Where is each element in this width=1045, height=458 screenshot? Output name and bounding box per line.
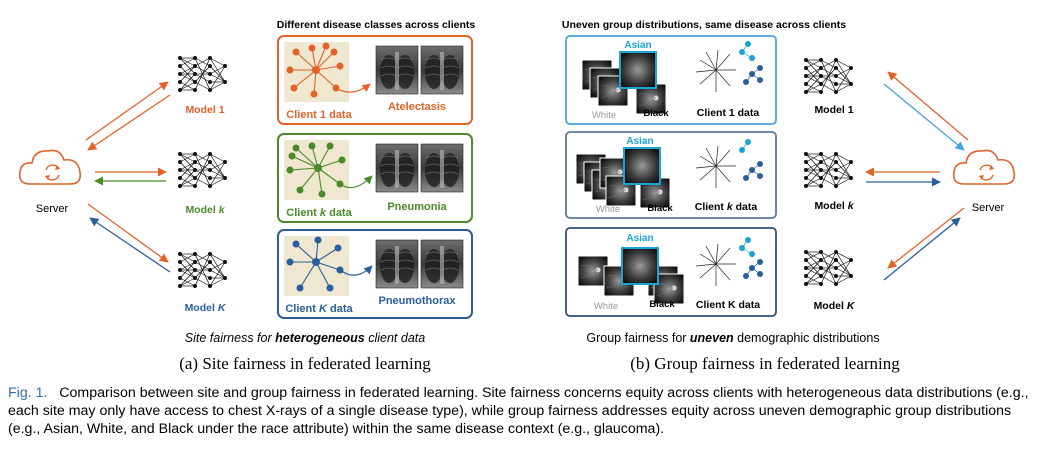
client-box: Asian White Black Client 1 data <box>565 35 777 125</box>
client-box: Client k data Pneumonia <box>277 133 473 223</box>
fundus-image <box>577 247 685 305</box>
client-box: Asian White Black Client k data <box>565 131 777 219</box>
client-data-label: Client K data <box>696 299 760 311</box>
model-label: Model 1 <box>185 104 224 116</box>
right-server-label: Server <box>972 202 1005 214</box>
neural-network-icon <box>177 151 228 189</box>
disease-label: Pneumothorax <box>378 295 456 307</box>
disease-label: Pneumonia <box>387 201 447 213</box>
star-cluster-icon <box>695 237 763 286</box>
left-subtitle: Site fairness for heterogeneous client d… <box>185 331 425 345</box>
fundus-image <box>575 147 671 209</box>
client-data-label: Client 1 data <box>286 109 352 121</box>
fundus-image <box>581 51 667 115</box>
cluster-icon <box>286 236 344 292</box>
xray-image <box>375 45 419 95</box>
model-label: Model K <box>814 300 856 312</box>
neural-network-icon <box>177 55 228 93</box>
star-cluster-icon <box>695 41 763 92</box>
left-server-label: Server <box>36 203 69 215</box>
model-label: Model K <box>185 302 227 314</box>
cloud-server-icon <box>18 149 82 185</box>
neural-network-icon <box>803 57 854 95</box>
client-box: Asian White Black Client K data <box>565 227 777 317</box>
subfigure-caption-a: (a) Site fairness in federated learning <box>179 354 431 373</box>
xray-image <box>375 143 419 193</box>
client-box: Client 1 data Atelectasis <box>277 35 473 125</box>
star-cluster-icon <box>695 139 763 188</box>
cluster-icon <box>286 142 346 198</box>
group-label-white: White <box>592 110 616 121</box>
group-label-asian: Asian <box>626 136 653 147</box>
right-panel-header: Uneven group distributions, same disease… <box>562 19 846 31</box>
group-label-black: Black <box>643 108 669 119</box>
neural-network-icon <box>803 249 854 287</box>
cluster-icon <box>286 42 344 98</box>
figure-number: Fig. 1. <box>8 385 48 401</box>
left-panel: Server Model 1 Model k Model K Different… <box>18 19 476 345</box>
right-subtitle: Group fairness for uneven demographic di… <box>586 331 879 345</box>
xray-image <box>420 143 464 193</box>
neural-network-icon <box>177 251 228 289</box>
model-label: Model k <box>814 200 854 212</box>
left-exchange-arrows <box>85 81 171 273</box>
figure-diagram: Server Model 1 Model k Model K Different… <box>18 19 1016 345</box>
group-label-white: White <box>594 301 618 312</box>
client-data-label: Client K data <box>285 303 353 315</box>
xray-image <box>420 45 464 95</box>
client-data-label: Client k data <box>286 207 352 219</box>
group-label-asian: Asian <box>626 233 653 244</box>
right-exchange-arrows <box>865 71 969 281</box>
model-label: Model k <box>185 204 225 216</box>
client-data-label: Client k data <box>695 201 758 213</box>
left-panel-header: Different disease classes across clients <box>277 19 476 31</box>
group-label-asian: Asian <box>624 40 651 51</box>
client-box: Client K data Pneumothorax <box>277 229 473 319</box>
client-data-label: Client 1 data <box>697 107 760 119</box>
cloud-server-icon <box>952 149 1016 185</box>
neural-network-icon <box>803 151 854 189</box>
figure-caption-text: Comparison between site and group fairne… <box>8 385 1029 437</box>
subfigure-caption-b: (b) Group fairness in federated learning <box>630 354 900 373</box>
xray-image <box>375 239 419 289</box>
right-panel: Uneven group distributions, same disease… <box>562 19 1016 345</box>
figure-caption: Fig. 1. Comparison between site and grou… <box>8 384 1038 438</box>
group-label-black: Black <box>647 203 673 214</box>
disease-label: Atelectasis <box>388 101 446 113</box>
group-label-white: White <box>596 204 620 215</box>
xray-image <box>420 239 464 289</box>
model-label: Model 1 <box>814 104 853 116</box>
group-label-black: Black <box>649 299 675 310</box>
